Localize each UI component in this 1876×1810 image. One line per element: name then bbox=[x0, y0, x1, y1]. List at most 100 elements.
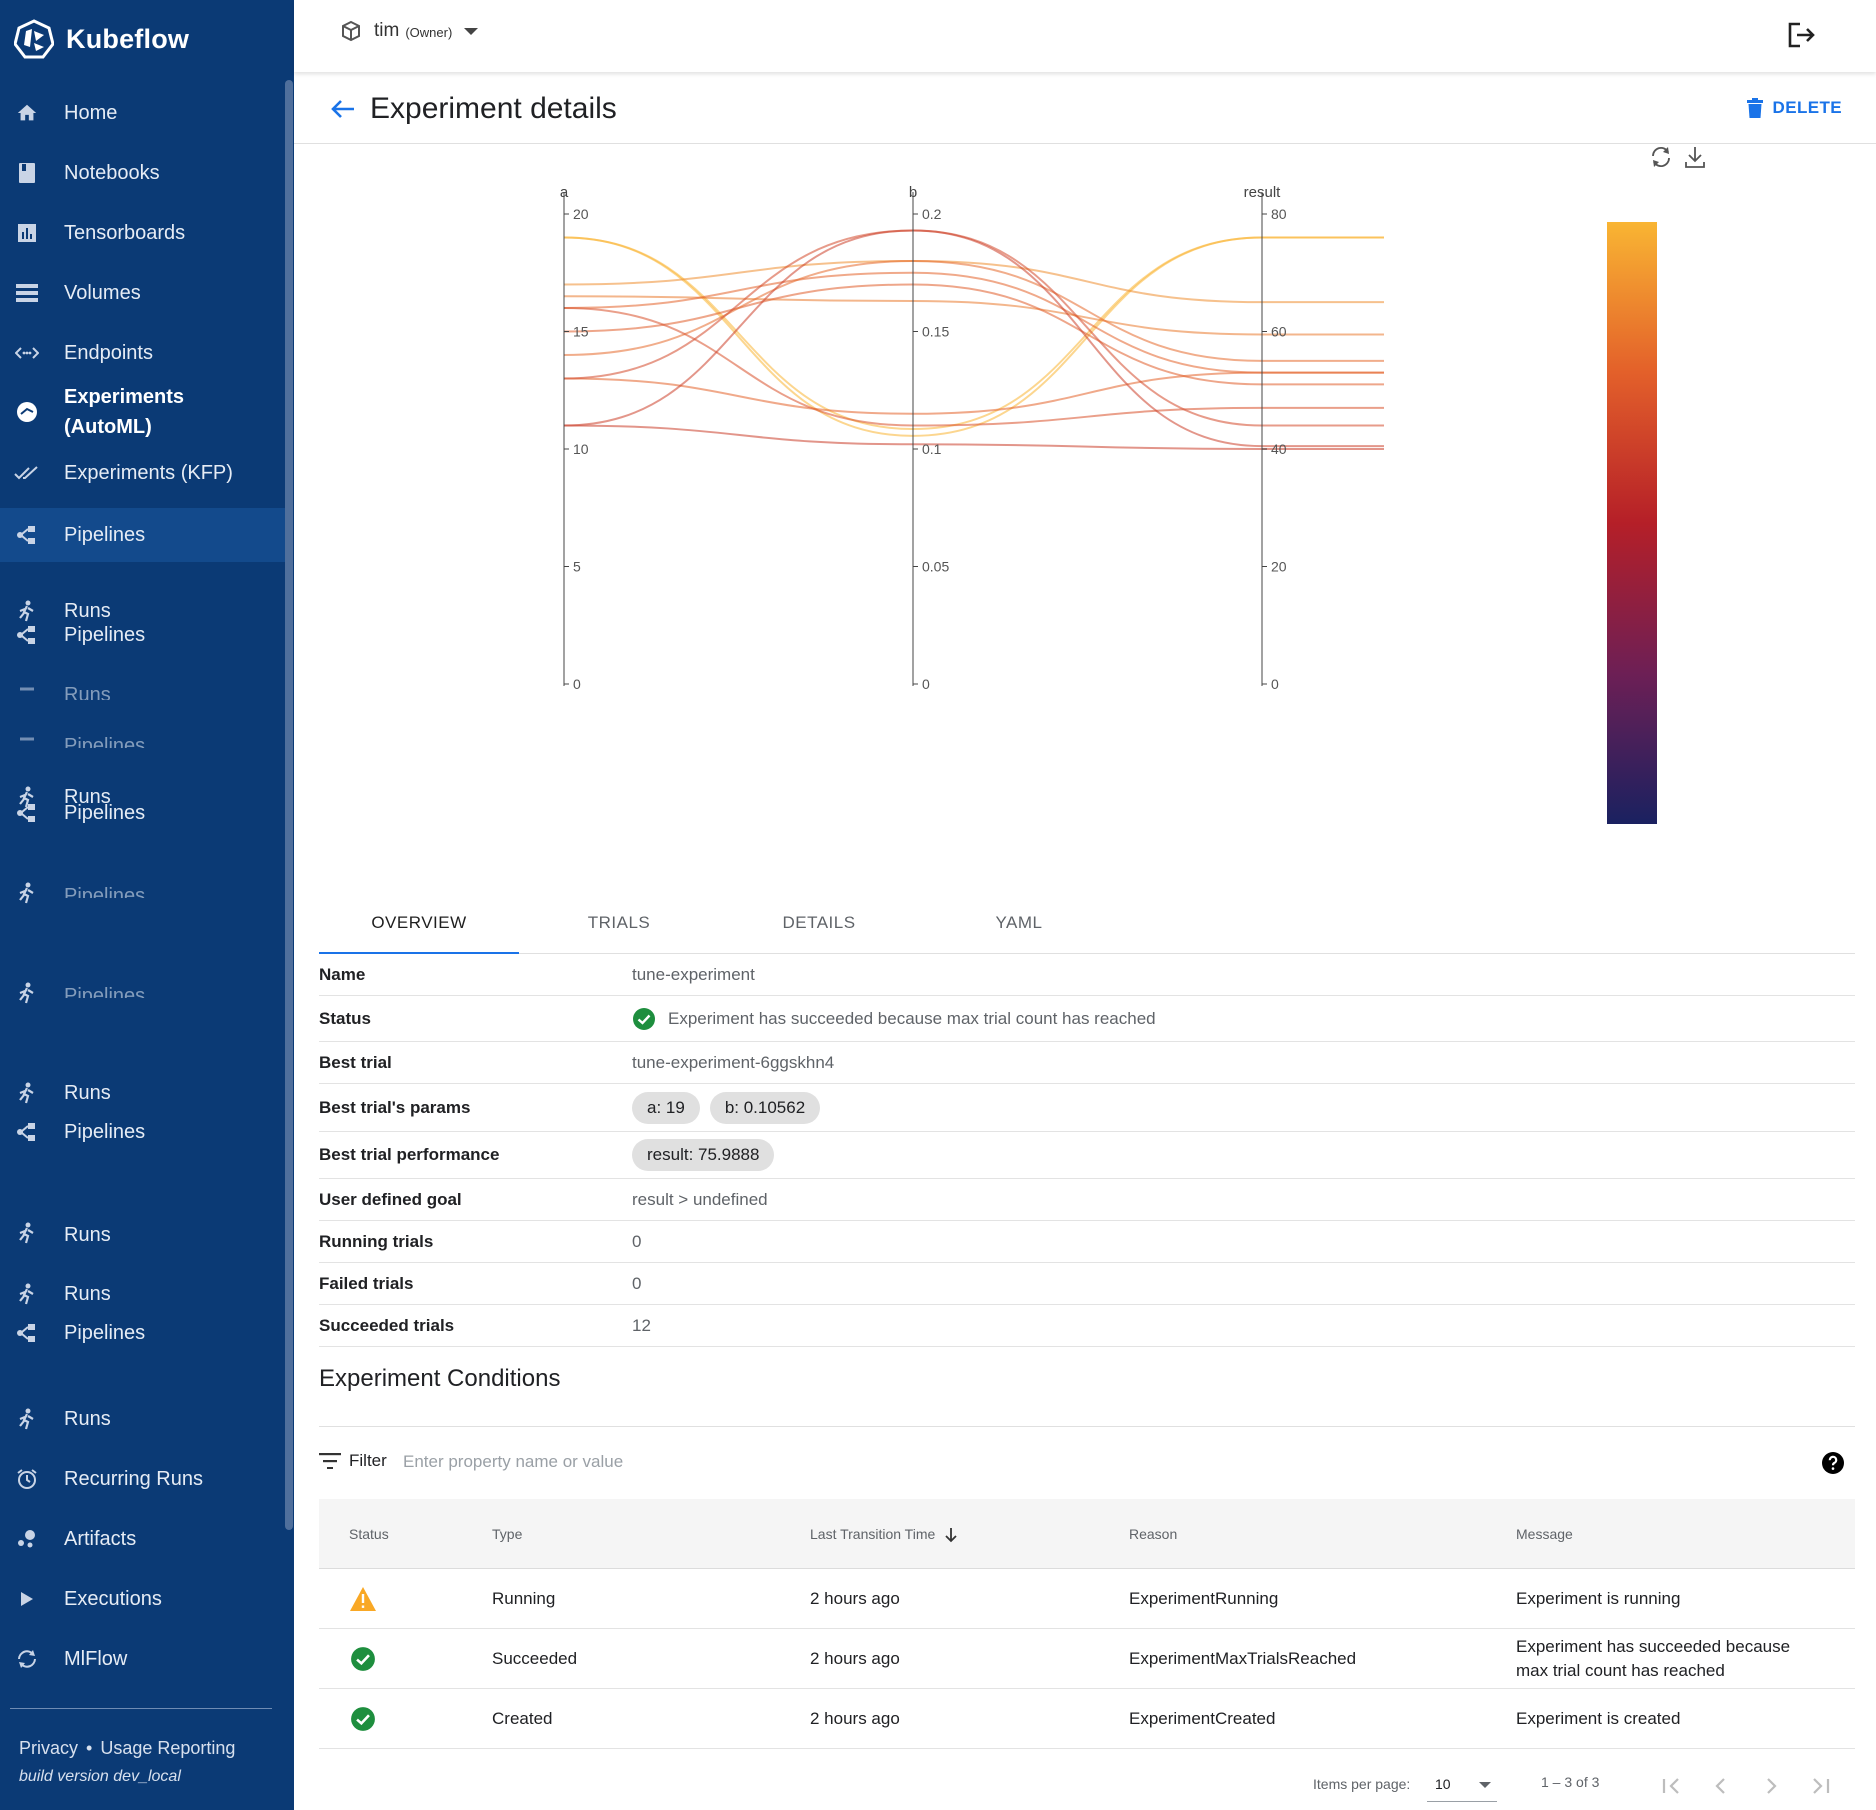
namespace-selector[interactable]: tim (Owner) bbox=[340, 20, 479, 42]
filter-label: Filter bbox=[349, 1451, 387, 1470]
detail-value: Experiment has succeeded because max tri… bbox=[632, 1007, 1156, 1031]
sidebar-item-home[interactable]: Home bbox=[0, 88, 285, 138]
message-cell: Experiment is created bbox=[1516, 1709, 1681, 1728]
sidebar-item-pipelines[interactable]: Pipelines bbox=[0, 978, 285, 1008]
endpoints-icon bbox=[14, 340, 40, 366]
detail-row-goal: User defined goal result > undefined bbox=[319, 1179, 1855, 1221]
column-header-reason[interactable]: Reason bbox=[1129, 1526, 1178, 1542]
page-range: 1 – 3 of 3 bbox=[1541, 1774, 1600, 1790]
column-header-status[interactable]: Status bbox=[349, 1526, 389, 1542]
tick-label: 0 bbox=[573, 676, 581, 692]
items-per-page-value: 10 bbox=[1435, 1776, 1451, 1792]
refresh-icon[interactable] bbox=[1648, 144, 1674, 170]
filter-icon bbox=[319, 1453, 341, 1469]
sidebar-item-tensorboards[interactable]: Tensorboards bbox=[0, 208, 285, 258]
trial-line bbox=[563, 229, 1384, 448]
sidebar-item-pipelines[interactable]: Pipelines bbox=[0, 1117, 285, 1147]
table-row[interactable]: Succeeded 2 hours ago ExperimentMaxTrial… bbox=[319, 1629, 1855, 1689]
sidebar-item-pipelines[interactable]: Pipelines bbox=[0, 508, 285, 562]
param-chip: a: 19 bbox=[632, 1091, 700, 1124]
sidebar: Kubeflow Home Notebooks Tensorboards Vol… bbox=[0, 0, 294, 1810]
axis-title: result bbox=[1244, 184, 1282, 201]
sidebar-item-label: Volumes bbox=[64, 282, 141, 304]
tab-overview[interactable]: OVERVIEW bbox=[319, 900, 519, 954]
sidebar-item-runs[interactable]: Runs bbox=[0, 1078, 285, 1108]
sidebar-item-pipelines[interactable]: Pipelines bbox=[0, 798, 285, 828]
usage-reporting-link[interactable]: Usage Reporting bbox=[100, 1738, 236, 1758]
items-per-page-select[interactable]: 10 bbox=[1427, 1768, 1497, 1802]
sidebar-item-mlflow[interactable]: MlFlow bbox=[0, 1634, 285, 1684]
help-icon[interactable] bbox=[1821, 1451, 1845, 1475]
logout-icon[interactable] bbox=[1784, 18, 1818, 52]
kubeflow-logo[interactable]: Kubeflow bbox=[14, 18, 189, 60]
sidebar-item-runs[interactable]: Runs bbox=[0, 1218, 285, 1248]
privacy-link[interactable]: Privacy bbox=[19, 1738, 79, 1758]
sidebar-item-pipelines[interactable]: Pipelines bbox=[0, 1318, 285, 1348]
first-page-icon[interactable] bbox=[1657, 1772, 1685, 1800]
tab-trials[interactable]: TRIALS bbox=[587, 913, 651, 932]
storage-icon bbox=[14, 280, 40, 306]
chart-icon bbox=[14, 220, 40, 246]
sidebar-item-runs[interactable]: Runs bbox=[0, 676, 285, 700]
detail-row-best-trial: Best trial tune-experiment-6ggskhn4 bbox=[319, 1042, 1855, 1084]
tab-yaml[interactable]: YAML bbox=[995, 913, 1043, 932]
back-arrow-icon[interactable] bbox=[330, 98, 356, 120]
next-page-icon[interactable] bbox=[1757, 1772, 1785, 1800]
status-text: Experiment has succeeded because max tri… bbox=[668, 1008, 1156, 1028]
conditions-title: Experiment Conditions bbox=[319, 1365, 561, 1392]
tick-label: 20 bbox=[1271, 559, 1287, 575]
sidebar-item-label: Endpoints bbox=[64, 342, 153, 364]
sync-icon bbox=[14, 1646, 40, 1672]
tick-label: 0 bbox=[922, 676, 930, 692]
filter-bar: Filter bbox=[319, 1426, 1855, 1498]
sidebar-item-label: Runs bbox=[64, 684, 111, 700]
sidebar-item-runs[interactable]: Runs bbox=[0, 782, 285, 812]
sidebar-item-runs[interactable]: Runs bbox=[0, 596, 285, 626]
sidebar-item-notebooks[interactable]: Notebooks bbox=[0, 148, 285, 198]
previous-page-icon[interactable] bbox=[1707, 1772, 1735, 1800]
colorbar bbox=[1607, 222, 1657, 824]
filter-input[interactable] bbox=[403, 1447, 1003, 1477]
table-header: Status Type Last Transition Time Reason … bbox=[319, 1499, 1855, 1569]
table-row[interactable]: Running 2 hours ago ExperimentRunning Ex… bbox=[319, 1569, 1855, 1629]
sidebar-item-volumes[interactable]: Volumes bbox=[0, 268, 285, 318]
tick-label: 20 bbox=[573, 206, 589, 222]
tab-details[interactable]: DETAILS bbox=[782, 913, 856, 932]
download-icon[interactable] bbox=[1682, 144, 1708, 170]
sidebar-item-label: Pipelines bbox=[64, 985, 146, 998]
artifacts-icon bbox=[14, 1526, 40, 1552]
tick-label: 0.1 bbox=[922, 441, 942, 457]
alarm-icon bbox=[14, 1466, 40, 1492]
chart-svg: a 0 5 10 15 20 b 0 0.05 0.1 0.15 0.2 result 0 20 40 60 80 bbox=[560, 184, 1657, 824]
table-row[interactable]: Created 2 hours ago ExperimentCreated Ex… bbox=[319, 1689, 1855, 1749]
sidebar-item-pipelines[interactable]: Pipelines bbox=[0, 728, 285, 748]
delete-label: DELETE bbox=[1772, 98, 1842, 117]
sidebar-item-endpoints[interactable]: Endpoints bbox=[0, 328, 285, 378]
sidebar-scrollbar[interactable] bbox=[285, 80, 293, 1530]
runs-icon bbox=[14, 1220, 40, 1246]
sidebar-item-artifacts[interactable]: Artifacts bbox=[0, 1514, 285, 1564]
column-header-last-transition-time[interactable]: Last Transition Time bbox=[810, 1499, 957, 1569]
sidebar-item-pipelines[interactable]: Pipelines bbox=[0, 878, 285, 908]
detail-row-name: Name tune-experiment bbox=[319, 954, 1855, 996]
column-header-message[interactable]: Message bbox=[1516, 1526, 1573, 1542]
tick-label: 0.2 bbox=[922, 206, 942, 222]
detail-value: 12 bbox=[632, 1315, 651, 1335]
tick-label: 0.15 bbox=[922, 324, 949, 340]
last-page-icon[interactable] bbox=[1807, 1772, 1835, 1800]
sidebar-item-recurring-runs[interactable]: Recurring Runs bbox=[0, 1454, 285, 1504]
check-circle-icon bbox=[633, 1007, 655, 1030]
delete-button[interactable]: DELETE bbox=[1746, 98, 1842, 118]
column-header-type[interactable]: Type bbox=[492, 1526, 523, 1542]
sidebar-item-experiments-automl[interactable]: Experiments (AutoML) bbox=[0, 382, 285, 442]
automl-icon bbox=[14, 399, 40, 425]
sidebar-item-experiments-kfp[interactable]: Experiments (KFP) bbox=[0, 448, 285, 498]
page-header: Experiment details DELETE bbox=[294, 72, 1876, 144]
detail-value: a: 19 b: 0.10562 bbox=[632, 1091, 830, 1124]
sidebar-item-executions[interactable]: Executions bbox=[0, 1574, 285, 1624]
sidebar-item-runs[interactable]: Runs bbox=[0, 1394, 285, 1444]
status-cell bbox=[350, 1689, 376, 1749]
sidebar-item-runs[interactable]: Runs bbox=[0, 1279, 285, 1309]
sidebar-item-pipelines[interactable]: Pipelines bbox=[0, 620, 285, 650]
sidebar-item-label: Experiments (KFP) bbox=[64, 462, 233, 484]
